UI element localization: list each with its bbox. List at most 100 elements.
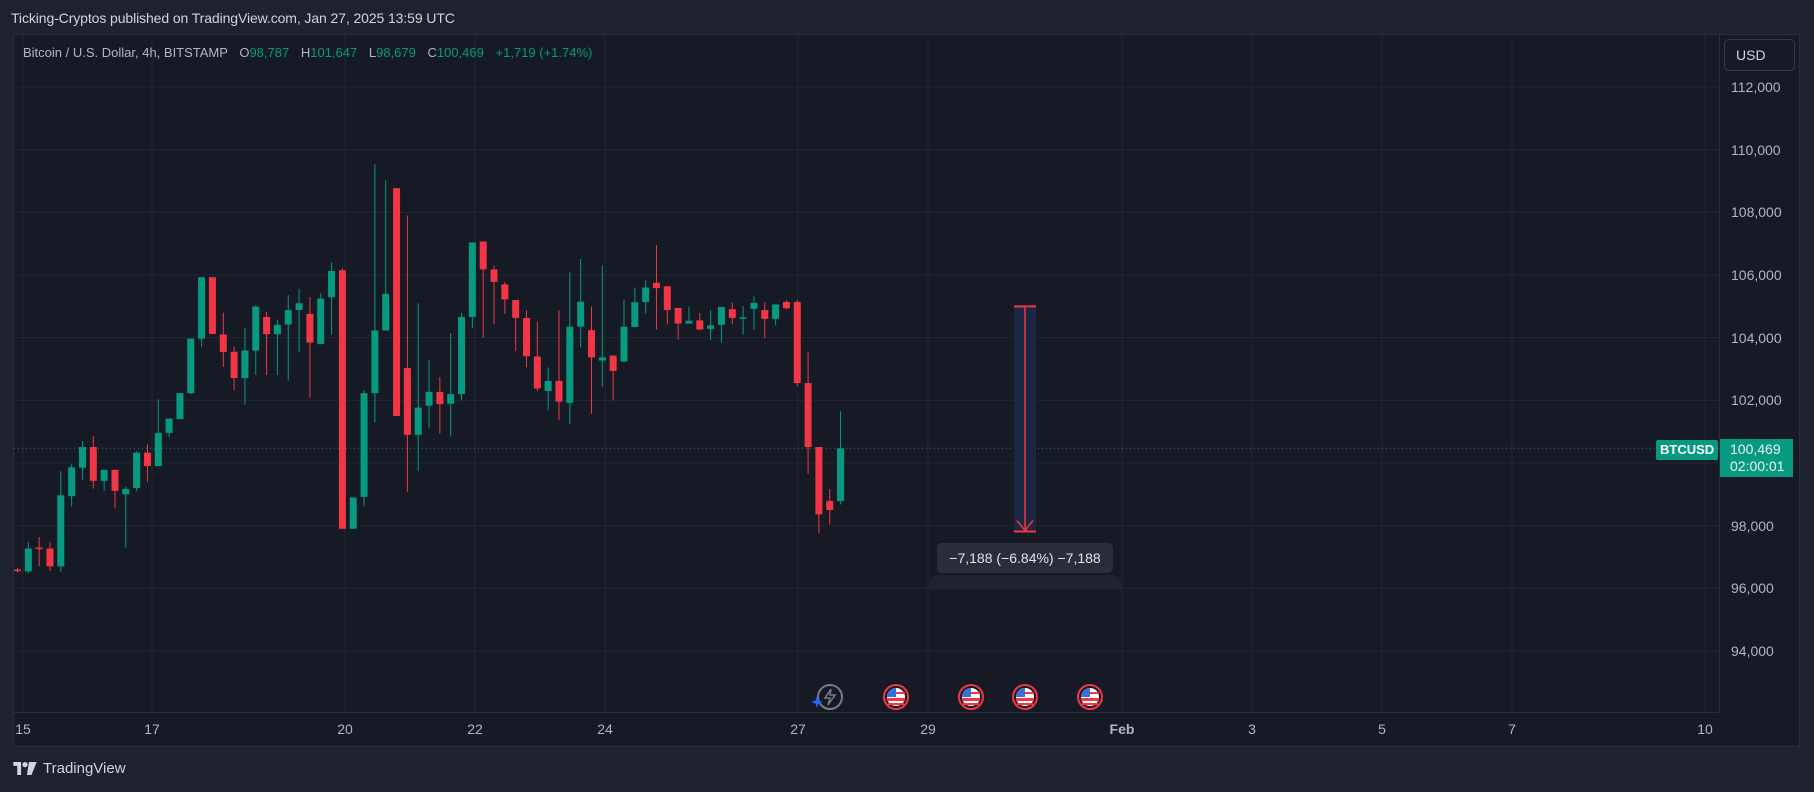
candle-up: [458, 316, 466, 395]
price-label: 94,000: [1731, 642, 1774, 659]
candle-up: [24, 548, 32, 572]
candle-down: [501, 284, 509, 300]
candle-up: [328, 270, 336, 298]
candle-up: [620, 326, 628, 362]
candle-up: [685, 320, 693, 324]
candle-up: [284, 310, 292, 325]
candle-up: [642, 287, 650, 302]
candle-up: [198, 277, 206, 339]
measure-tool-label[interactable]: −7,188 (−6.84%) −7,188: [937, 543, 1113, 573]
candle-up: [133, 452, 141, 489]
candle-down: [533, 356, 541, 389]
price-label: 112,000: [1731, 79, 1781, 95]
candle-down: [728, 309, 736, 318]
candle-down: [815, 447, 823, 515]
candle-down: [143, 452, 151, 467]
candle-down: [696, 320, 704, 330]
price-label: 98,000: [1731, 517, 1774, 534]
price-label: 108,000: [1731, 204, 1782, 221]
candle-up: [122, 489, 130, 495]
price-label: 96,000: [1731, 580, 1774, 597]
change-value: +1,719 (+1.74%): [495, 45, 593, 60]
last-price-tag: 100,469 02:00:01: [1720, 439, 1793, 477]
candle-up: [544, 380, 552, 391]
candle-down: [230, 351, 238, 379]
candle-down: [587, 330, 595, 358]
candle-down: [555, 380, 563, 402]
candle-up: [598, 357, 606, 361]
time-label: 22: [467, 721, 483, 737]
candle-down: [609, 355, 617, 371]
candle-up: [176, 393, 184, 420]
time-label: 15: [15, 721, 31, 737]
candle-down: [523, 317, 531, 357]
candle-down: [219, 334, 227, 353]
tradingview-brand: TradingView: [13, 760, 126, 777]
candle-down: [761, 310, 769, 319]
candle-up: [414, 407, 422, 435]
low-value: 98,679: [376, 45, 416, 60]
candle-up: [165, 418, 173, 433]
candle-up: [739, 317, 747, 319]
candle-up: [750, 302, 758, 309]
candle-up: [360, 393, 368, 497]
candle-up: [295, 303, 303, 311]
bar-countdown: 02:00:01: [1730, 458, 1785, 474]
tradingview-brand-text: TradingView: [43, 760, 126, 777]
candle-up: [317, 298, 325, 344]
price-label: 110,000: [1731, 141, 1781, 158]
candle-up: [837, 448, 845, 502]
candle-up: [154, 432, 162, 467]
candle-up: [772, 304, 780, 319]
candle-down: [393, 188, 401, 416]
close-value: 100,469: [436, 45, 484, 60]
candle-down: [436, 391, 444, 405]
candle-down: [793, 301, 801, 384]
tradingview-logo-icon: [13, 762, 37, 775]
candle-down: [663, 286, 671, 311]
candle-down: [403, 368, 411, 435]
candle-up: [78, 447, 86, 468]
candle-up: [631, 302, 639, 328]
lightning-event-icon[interactable]: [811, 684, 843, 710]
chart-frame: [13, 34, 1800, 747]
candle-up: [349, 497, 357, 529]
candle-up: [371, 330, 379, 394]
candle-down: [479, 241, 487, 270]
candle-up: [577, 301, 585, 327]
high-value: 101,647: [310, 45, 358, 60]
candle-down: [263, 316, 271, 335]
symbol-title[interactable]: Bitcoin / U.S. Dollar, 4h, BITSTAMP: [23, 45, 228, 60]
candle-down: [512, 300, 520, 318]
published-caption: Ticking-Cryptos published on TradingView…: [11, 10, 455, 26]
candle-down: [46, 548, 54, 567]
candle-up: [382, 293, 390, 331]
symbol-legend: Bitcoin / U.S. Dollar, 4h, BITSTAMP O98,…: [23, 45, 593, 60]
symbol-price-tag: BTCUSD: [1656, 440, 1719, 460]
us-flag-event-icon[interactable]: [958, 684, 984, 710]
price-axis[interactable]: [1719, 34, 1800, 712]
time-label: 24: [597, 721, 613, 737]
us-flag-event-icon[interactable]: [1077, 684, 1103, 710]
candle-up: [100, 469, 108, 481]
candle-up: [187, 338, 195, 394]
open-value: 98,787: [249, 45, 290, 60]
time-axis-divider: [13, 712, 1719, 713]
candle-up: [425, 391, 433, 406]
candle-down: [652, 282, 660, 289]
currency-button[interactable]: USD: [1724, 39, 1795, 71]
time-label: 3: [1248, 721, 1256, 737]
us-flag-event-icon[interactable]: [883, 684, 909, 710]
candle-down: [35, 547, 43, 550]
time-label: 5: [1378, 721, 1386, 737]
candle-up: [566, 326, 574, 403]
price-label: 106,000: [1731, 266, 1782, 283]
candle-up: [57, 495, 65, 567]
us-flag-event-icon[interactable]: [1012, 684, 1038, 710]
candle-down: [804, 383, 812, 448]
candle-down: [208, 277, 216, 334]
candle-down: [782, 301, 790, 309]
time-label: 20: [337, 721, 353, 737]
candle-up: [717, 306, 725, 325]
